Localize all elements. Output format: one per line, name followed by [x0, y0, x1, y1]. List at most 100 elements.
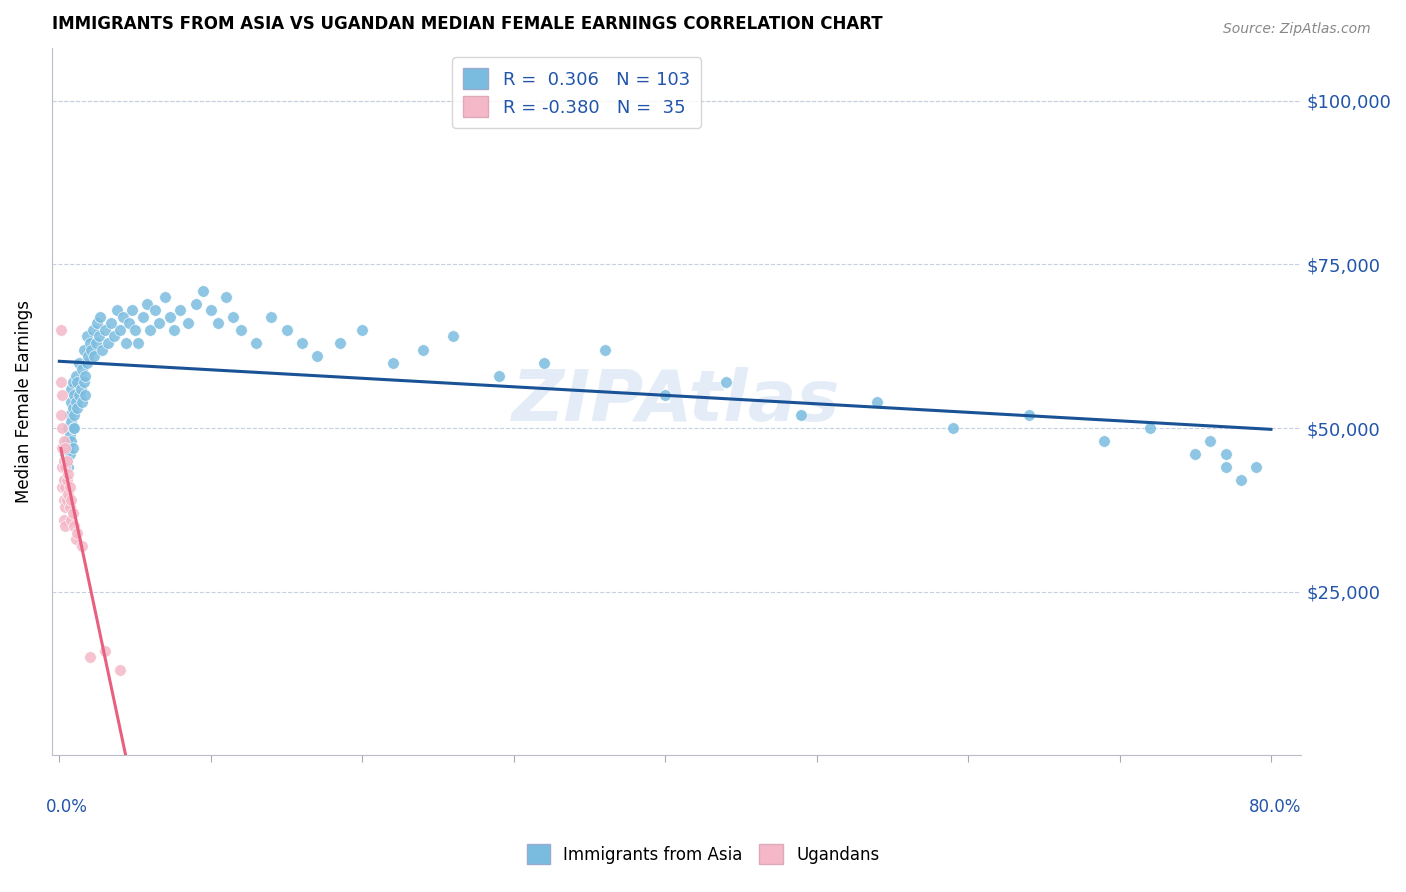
Ugandans — [51, 421, 73, 435]
Immigrants from Asia — [60, 382, 83, 396]
Immigrants from Asia — [305, 349, 328, 363]
Text: Source: ZipAtlas.com: Source: ZipAtlas.com — [1223, 22, 1371, 37]
Immigrants from Asia — [866, 395, 889, 409]
Immigrants from Asia — [62, 421, 84, 435]
Immigrants from Asia — [121, 303, 143, 318]
Immigrants from Asia — [63, 388, 86, 402]
Immigrants from Asia — [63, 421, 86, 435]
Immigrants from Asia — [100, 317, 122, 331]
Ugandans — [55, 460, 77, 475]
Immigrants from Asia — [118, 317, 141, 331]
Text: 80.0%: 80.0% — [1249, 797, 1302, 816]
Ugandans — [52, 513, 75, 527]
Ugandans — [52, 434, 75, 449]
Immigrants from Asia — [66, 401, 89, 416]
Immigrants from Asia — [94, 323, 117, 337]
Legend: Immigrants from Asia, Ugandans: Immigrants from Asia, Ugandans — [520, 838, 886, 871]
Immigrants from Asia — [139, 323, 162, 337]
Immigrants from Asia — [65, 395, 87, 409]
Immigrants from Asia — [352, 323, 374, 337]
Ugandans — [66, 525, 89, 540]
Immigrants from Asia — [136, 296, 159, 310]
Immigrants from Asia — [60, 395, 83, 409]
Ugandans — [58, 486, 80, 500]
Immigrants from Asia — [169, 303, 191, 318]
Ugandans — [62, 506, 84, 520]
Immigrants from Asia — [533, 356, 555, 370]
Immigrants from Asia — [65, 368, 87, 383]
Ugandans — [55, 519, 77, 533]
Ugandans — [51, 388, 73, 402]
Ugandans — [63, 519, 86, 533]
Immigrants from Asia — [77, 349, 100, 363]
Ugandans — [59, 480, 82, 494]
Ugandans — [60, 513, 83, 527]
Immigrants from Asia — [56, 434, 79, 449]
Immigrants from Asia — [207, 317, 229, 331]
Text: 0.0%: 0.0% — [45, 797, 87, 816]
Immigrants from Asia — [60, 415, 83, 429]
Immigrants from Asia — [89, 310, 111, 324]
Ugandans — [56, 454, 79, 468]
Immigrants from Asia — [90, 343, 112, 357]
Immigrants from Asia — [714, 376, 737, 390]
Ugandans — [108, 663, 131, 677]
Immigrants from Asia — [55, 447, 77, 461]
Immigrants from Asia — [131, 310, 153, 324]
Immigrants from Asia — [111, 310, 134, 324]
Immigrants from Asia — [60, 434, 83, 449]
Immigrants from Asia — [229, 323, 252, 337]
Immigrants from Asia — [86, 317, 108, 331]
Immigrants from Asia — [75, 368, 97, 383]
Immigrants from Asia — [441, 329, 464, 343]
Immigrants from Asia — [103, 329, 125, 343]
Ugandans — [51, 441, 73, 455]
Ugandans — [59, 500, 82, 514]
Ugandans — [56, 493, 79, 508]
Immigrants from Asia — [276, 323, 298, 337]
Immigrants from Asia — [245, 336, 267, 351]
Immigrants from Asia — [82, 323, 104, 337]
Immigrants from Asia — [70, 362, 93, 376]
Immigrants from Asia — [83, 349, 105, 363]
Immigrants from Asia — [215, 290, 238, 304]
Immigrants from Asia — [84, 336, 107, 351]
Immigrants from Asia — [148, 317, 170, 331]
Immigrants from Asia — [593, 343, 616, 357]
Immigrants from Asia — [62, 376, 84, 390]
Ugandans — [52, 454, 75, 468]
Immigrants from Asia — [412, 343, 434, 357]
Ugandans — [70, 539, 93, 553]
Ugandans — [60, 493, 83, 508]
Immigrants from Asia — [76, 356, 98, 370]
Immigrants from Asia — [942, 421, 965, 435]
Immigrants from Asia — [108, 323, 131, 337]
Immigrants from Asia — [193, 284, 215, 298]
Immigrants from Asia — [381, 356, 404, 370]
Ugandans — [49, 408, 72, 422]
Immigrants from Asia — [127, 336, 149, 351]
Immigrants from Asia — [1215, 447, 1237, 461]
Ugandans — [65, 533, 87, 547]
Immigrants from Asia — [76, 329, 98, 343]
Immigrants from Asia — [155, 290, 177, 304]
Ugandans — [55, 441, 77, 455]
Ugandans — [52, 493, 75, 508]
Immigrants from Asia — [124, 323, 146, 337]
Immigrants from Asia — [488, 368, 510, 383]
Immigrants from Asia — [55, 474, 77, 488]
Immigrants from Asia — [63, 408, 86, 422]
Immigrants from Asia — [72, 376, 94, 390]
Immigrants from Asia — [1215, 460, 1237, 475]
Immigrants from Asia — [66, 376, 89, 390]
Immigrants from Asia — [1018, 408, 1040, 422]
Immigrants from Asia — [67, 388, 90, 402]
Immigrants from Asia — [58, 421, 80, 435]
Text: IMMIGRANTS FROM ASIA VS UGANDAN MEDIAN FEMALE EARNINGS CORRELATION CHART: IMMIGRANTS FROM ASIA VS UGANDAN MEDIAN F… — [52, 15, 883, 33]
Immigrants from Asia — [62, 441, 84, 455]
Ugandans — [58, 467, 80, 481]
Immigrants from Asia — [59, 408, 82, 422]
Immigrants from Asia — [328, 336, 350, 351]
Immigrants from Asia — [291, 336, 314, 351]
Immigrants from Asia — [56, 454, 79, 468]
